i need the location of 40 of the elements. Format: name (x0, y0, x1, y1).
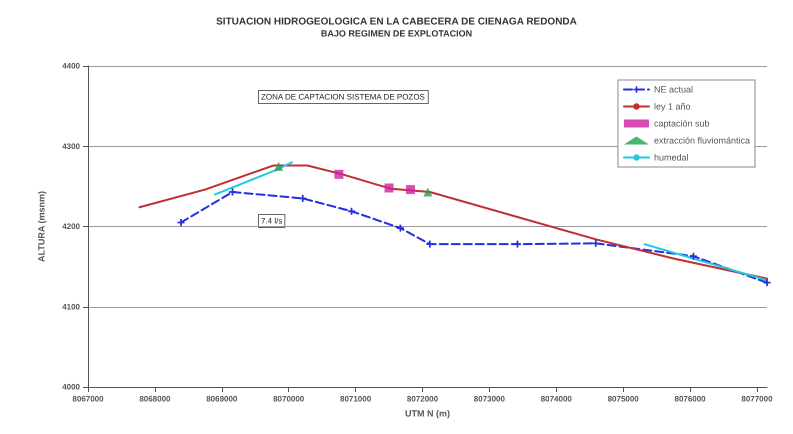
x-tick-label: 8070000 (273, 394, 305, 404)
y-tick-label: 4300 (62, 142, 81, 151)
point (396, 224, 404, 232)
point (334, 170, 344, 179)
y-axis-title: ALTURA (msnm) (36, 191, 46, 262)
x-tick-label: 8069000 (206, 394, 238, 404)
chart-subtitle: BAJO REGIMEN DE EXPLOTACION (320, 28, 472, 38)
x-tick-label: 8073000 (474, 394, 506, 404)
point (423, 187, 432, 196)
y-tick-label: 4000 (62, 382, 81, 392)
x-tick-label: 8077000 (741, 394, 774, 404)
legend-label: captación sub (654, 118, 710, 128)
legend-label: humedal (654, 152, 688, 162)
x-tick-label: 8072000 (406, 394, 439, 404)
annotation: ZONA DE CAPTACION SISTEMA DE POZOS (261, 92, 425, 102)
point (384, 183, 394, 192)
point (690, 252, 697, 260)
chart-title: SITUACION HIDROGEOLOGICA EN LA CABECERA DE CIENAGA REDONDA (216, 16, 577, 28)
legend-label: ley 1 año (654, 102, 690, 112)
point (514, 240, 521, 248)
point (228, 188, 236, 196)
x-axis-title: UTM N (m) (405, 408, 450, 418)
y-tick-label: 4400 (62, 62, 81, 70)
legend-label: extracción fluviomántica (654, 136, 750, 146)
x-tick-label: 8075000 (608, 394, 640, 404)
legend-label: NE actual (654, 84, 693, 94)
y-tick-label: 4100 (62, 302, 81, 312)
x-tick-label: 8074000 (540, 394, 572, 404)
x-tick-label: 8068000 (139, 394, 172, 404)
point (274, 162, 284, 171)
point (406, 185, 415, 194)
x-tick-label: 8071000 (340, 394, 372, 404)
point (177, 218, 184, 226)
point (764, 279, 770, 286)
x-tick-label: 8076000 (674, 394, 706, 404)
point (348, 208, 356, 215)
annotation: 7.4 l/s (261, 216, 282, 226)
x-tick-label: 8067000 (72, 394, 104, 404)
y-tick-label: 4200 (62, 222, 81, 231)
point (299, 194, 306, 202)
